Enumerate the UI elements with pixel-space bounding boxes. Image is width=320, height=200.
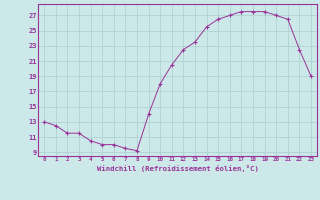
X-axis label: Windchill (Refroidissement éolien,°C): Windchill (Refroidissement éolien,°C) (97, 165, 259, 172)
